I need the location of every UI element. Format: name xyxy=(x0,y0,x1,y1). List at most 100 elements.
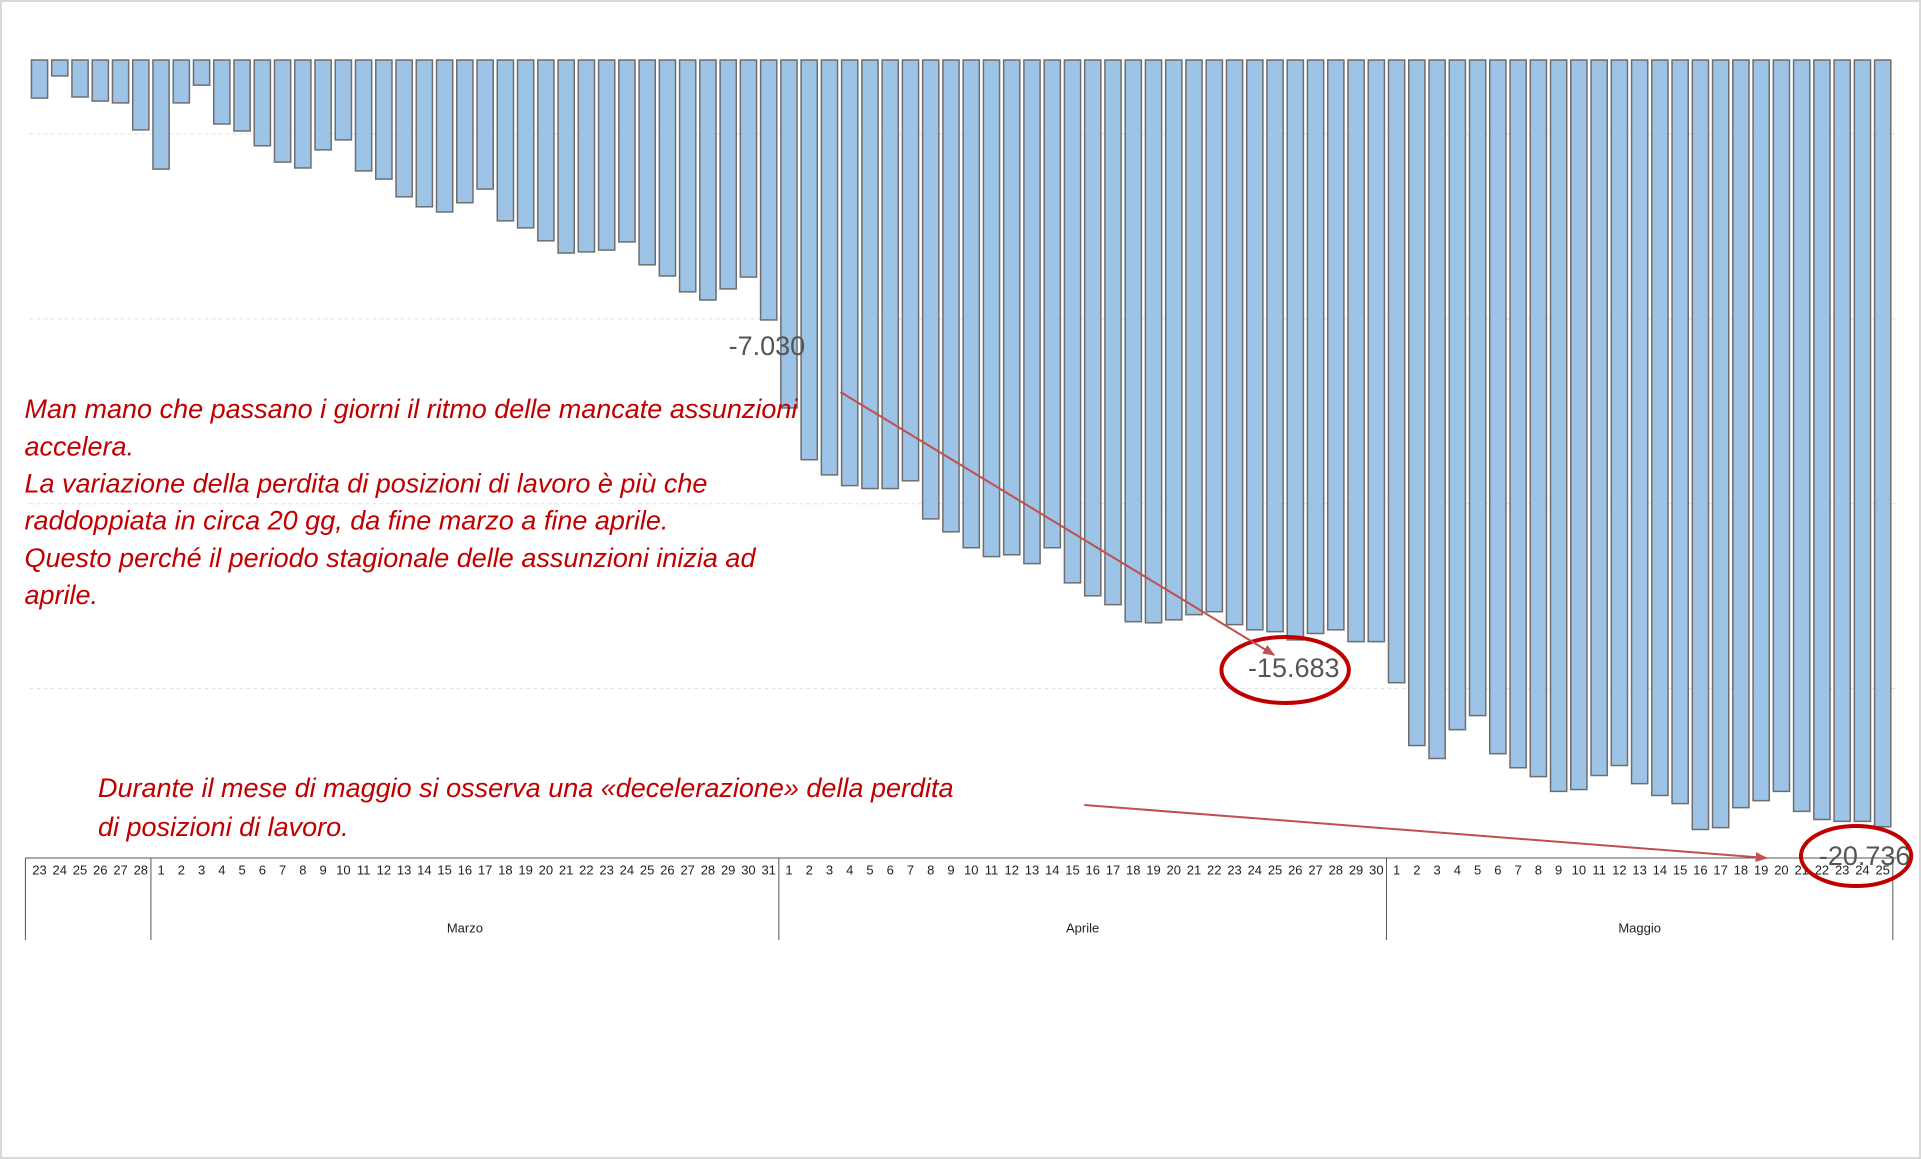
bar xyxy=(233,59,251,132)
x-tick-label: 26 xyxy=(93,862,107,877)
bar xyxy=(982,59,1001,558)
bar xyxy=(1489,59,1507,755)
annotation: aprile. xyxy=(25,580,99,610)
x-tick-label: 28 xyxy=(1329,862,1343,877)
bar xyxy=(962,59,981,549)
x-tick-label: 19 xyxy=(1754,862,1768,877)
bar xyxy=(1387,59,1406,684)
x-tick-label: 3 xyxy=(198,862,205,877)
bar xyxy=(476,59,494,190)
x-tick-label: 12 xyxy=(377,862,391,877)
x-tick-label: 4 xyxy=(846,862,853,877)
x-tick-label: 5 xyxy=(1474,862,1481,877)
bar xyxy=(678,59,697,293)
x-tick-label: 21 xyxy=(559,862,573,877)
bar xyxy=(1326,59,1345,631)
x-tick-label: 22 xyxy=(1207,862,1221,877)
arrow xyxy=(1084,804,1768,863)
bar xyxy=(1185,59,1203,616)
bar xyxy=(861,59,879,490)
x-tick-label: 11 xyxy=(1592,862,1606,877)
x-tick-label: 23 xyxy=(32,862,46,877)
x-tick-label: 17 xyxy=(1106,862,1120,877)
x-tick-label: 23 xyxy=(599,862,613,877)
bar xyxy=(273,59,292,163)
bar xyxy=(71,59,89,98)
annotation: Questo perché il periodo stagionale dell… xyxy=(25,543,757,573)
bar xyxy=(1428,59,1446,760)
bar xyxy=(1063,59,1082,584)
bar xyxy=(1691,59,1710,831)
bar xyxy=(820,59,839,476)
bar xyxy=(942,59,960,533)
x-tick-label: 12 xyxy=(1612,862,1626,877)
x-tick-label: 20 xyxy=(1167,862,1181,877)
x-tick-label: 17 xyxy=(1713,862,1727,877)
x-tick-label: 26 xyxy=(1288,862,1302,877)
bar xyxy=(293,59,312,169)
x-tick-label: 5 xyxy=(866,862,873,877)
x-tick-label: 19 xyxy=(1146,862,1160,877)
x-tick-label: 30 xyxy=(1369,862,1383,877)
month-label: Aprile xyxy=(1066,920,1099,935)
bar xyxy=(1164,59,1183,621)
x-tick-label: 24 xyxy=(53,862,67,877)
x-tick-label: 2 xyxy=(1413,862,1420,877)
bar xyxy=(1833,59,1852,823)
bar xyxy=(577,59,596,253)
x-tick-label: 27 xyxy=(680,862,694,877)
annotation: Durante il mese di maggio si osserva una… xyxy=(98,773,954,803)
bar xyxy=(415,59,434,208)
bar xyxy=(456,59,474,204)
bar xyxy=(1792,59,1811,813)
x-tick-label: 16 xyxy=(1693,862,1707,877)
bar xyxy=(1873,59,1892,828)
bar xyxy=(1630,59,1649,785)
x-tick-label: 3 xyxy=(826,862,833,877)
annotation: raddoppiata in circa 20 gg, da fine marz… xyxy=(25,506,669,536)
x-tick-label: 18 xyxy=(498,862,512,877)
bar xyxy=(1306,59,1325,635)
x-tick-label: 26 xyxy=(660,862,674,877)
bar xyxy=(516,59,535,229)
x-tick-label: 9 xyxy=(1555,862,1562,877)
bar xyxy=(172,59,191,104)
bar xyxy=(699,59,717,301)
bar xyxy=(840,59,859,487)
x-tick-label: 6 xyxy=(887,862,894,877)
bar xyxy=(91,59,110,102)
x-tick-label: 7 xyxy=(279,862,286,877)
bar xyxy=(212,59,231,125)
x-tick-label: 16 xyxy=(458,862,472,877)
bar xyxy=(1347,59,1365,643)
data-label: -20.736 xyxy=(1819,841,1911,871)
data-label: -15.683 xyxy=(1248,653,1340,683)
bar xyxy=(759,59,778,321)
x-tick-label: 9 xyxy=(319,862,326,877)
bar xyxy=(1570,59,1588,791)
x-tick-label: 22 xyxy=(1815,862,1829,877)
bar xyxy=(1711,59,1730,829)
bar xyxy=(253,59,272,147)
x-tick-label: 24 xyxy=(1855,862,1869,877)
x-tick-label: 25 xyxy=(1875,862,1889,877)
x-tick-label: 24 xyxy=(620,862,634,877)
x-tick-label: 29 xyxy=(721,862,735,877)
bar xyxy=(1245,59,1264,631)
bar xyxy=(658,59,677,277)
bar xyxy=(597,59,616,251)
bar xyxy=(435,59,454,213)
x-tick-label: 23 xyxy=(1227,862,1241,877)
x-tick-label: 9 xyxy=(947,862,954,877)
x-tick-label: 28 xyxy=(701,862,715,877)
x-tick-label: 8 xyxy=(299,862,306,877)
x-tick-label: 15 xyxy=(437,862,451,877)
month-label: Maggio xyxy=(1618,920,1661,935)
x-tick-label: 16 xyxy=(1086,862,1100,877)
bar xyxy=(1610,59,1629,767)
bar xyxy=(1549,59,1568,793)
month-label: Marzo xyxy=(447,920,483,935)
bar xyxy=(1651,59,1669,797)
bar xyxy=(111,59,130,104)
bar xyxy=(1205,59,1224,613)
